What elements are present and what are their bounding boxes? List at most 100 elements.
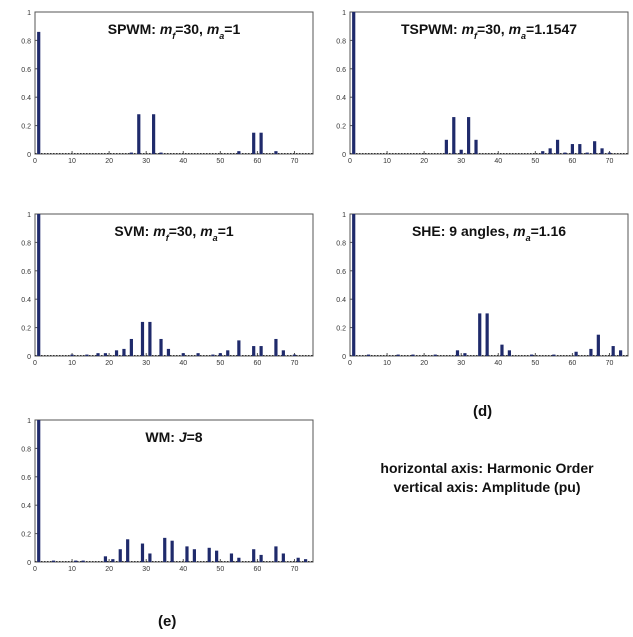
bar xyxy=(37,31,41,155)
bar xyxy=(259,554,263,562)
y-tick-label: 0.4 xyxy=(21,503,31,510)
bar xyxy=(122,348,126,356)
plot-frame xyxy=(34,11,314,155)
x-tick-label: 40 xyxy=(179,360,187,367)
bar xyxy=(555,139,560,154)
bar xyxy=(37,420,41,562)
bar xyxy=(51,560,56,562)
y-tick-label: 0.2 xyxy=(21,532,31,539)
x-tick-label: 60 xyxy=(254,566,262,573)
bar xyxy=(485,313,489,356)
bar xyxy=(181,353,185,356)
bar xyxy=(126,539,130,562)
bar xyxy=(237,557,241,562)
bar xyxy=(593,141,597,154)
x-tick-label: 70 xyxy=(291,360,299,367)
y-tick-label: 0.2 xyxy=(21,124,31,131)
plot-frame xyxy=(34,419,314,563)
bar xyxy=(274,338,278,356)
x-tick-label: 40 xyxy=(494,360,502,367)
bar xyxy=(148,553,152,562)
x-tick-label: 10 xyxy=(68,566,76,573)
bar xyxy=(611,346,615,356)
x-tick-label: 60 xyxy=(254,158,262,165)
bar xyxy=(140,321,145,356)
bar xyxy=(192,549,196,562)
bar xyxy=(196,353,200,356)
y-tick-label: 0.4 xyxy=(21,297,31,304)
bar xyxy=(507,350,511,356)
bar xyxy=(478,313,482,356)
x-tick-label: 30 xyxy=(457,360,465,367)
bar xyxy=(352,12,356,154)
caption-d: (d) xyxy=(473,403,493,420)
bar xyxy=(274,151,278,154)
chart-title: SVM: mf=30, ma=1 xyxy=(114,223,234,243)
bar xyxy=(574,351,578,356)
bar xyxy=(548,148,552,154)
bar xyxy=(226,350,230,356)
bar xyxy=(218,353,222,356)
chart-she: 0 0.2 0.4 0.6 0.8 1 0 10 20 30 40 50 60 70 SHE: 9 angl… xyxy=(333,208,633,367)
y-tick-label: 0.6 xyxy=(21,269,31,276)
bar xyxy=(259,346,263,356)
axis-note-horizontal: horizontal axis: Harmonic Order xyxy=(380,460,594,476)
y-tick-label: 1 xyxy=(27,10,31,17)
bar xyxy=(589,348,593,356)
x-tick-label: 20 xyxy=(105,360,113,367)
bar xyxy=(81,560,85,562)
bar xyxy=(85,354,89,356)
bar xyxy=(252,549,256,562)
x-tick-label: 30 xyxy=(142,158,150,165)
chart-title: TSPWM: mf=30, ma=1.1547 xyxy=(401,21,577,41)
x-tick-label: 10 xyxy=(383,158,391,165)
x-tick-label: 40 xyxy=(494,158,502,165)
bar xyxy=(252,132,256,154)
x-tick-label: 30 xyxy=(457,158,465,165)
chart-tspwm: 0 0.2 0.4 0.6 0.8 1 0 10 20 30 40 50 60 70 TSPWM: mf=3… xyxy=(333,6,633,165)
y-tick-label: 0 xyxy=(27,354,31,361)
bar xyxy=(215,550,219,562)
bar xyxy=(596,334,600,356)
x-tick-label: 20 xyxy=(420,158,428,165)
y-tick-label: 0.8 xyxy=(21,38,31,45)
x-tick-label: 70 xyxy=(291,158,299,165)
bar xyxy=(111,559,115,562)
bar xyxy=(70,354,74,356)
bar xyxy=(452,117,456,154)
y-tick-label: 0.4 xyxy=(336,297,346,304)
bar xyxy=(274,546,278,562)
y-tick-label: 0.2 xyxy=(336,124,346,131)
y-tick-label: 0.8 xyxy=(336,240,346,247)
x-tick-label: 50 xyxy=(531,360,539,367)
bar xyxy=(129,338,133,356)
bar xyxy=(163,537,167,562)
bar xyxy=(600,148,604,154)
bar xyxy=(140,543,145,562)
x-tick-label: 10 xyxy=(68,158,76,165)
bar xyxy=(292,354,297,356)
x-tick-label: 0 xyxy=(348,360,352,367)
x-tick-label: 10 xyxy=(68,360,76,367)
bar xyxy=(281,553,285,562)
bar xyxy=(570,144,574,154)
bar xyxy=(148,321,152,356)
bar xyxy=(578,144,582,154)
y-tick-label: 0.4 xyxy=(336,95,346,102)
y-tick-label: 0.2 xyxy=(21,326,31,333)
bar xyxy=(607,152,612,154)
y-tick-label: 0.8 xyxy=(21,240,31,247)
bar xyxy=(281,350,285,356)
y-tick-label: 0.6 xyxy=(336,269,346,276)
bar xyxy=(211,354,215,356)
x-tick-label: 70 xyxy=(291,566,299,573)
x-tick-label: 60 xyxy=(254,360,262,367)
x-tick-label: 0 xyxy=(33,566,37,573)
bar xyxy=(366,354,371,356)
bar xyxy=(252,346,256,356)
bar xyxy=(563,152,567,154)
x-tick-label: 40 xyxy=(179,158,187,165)
